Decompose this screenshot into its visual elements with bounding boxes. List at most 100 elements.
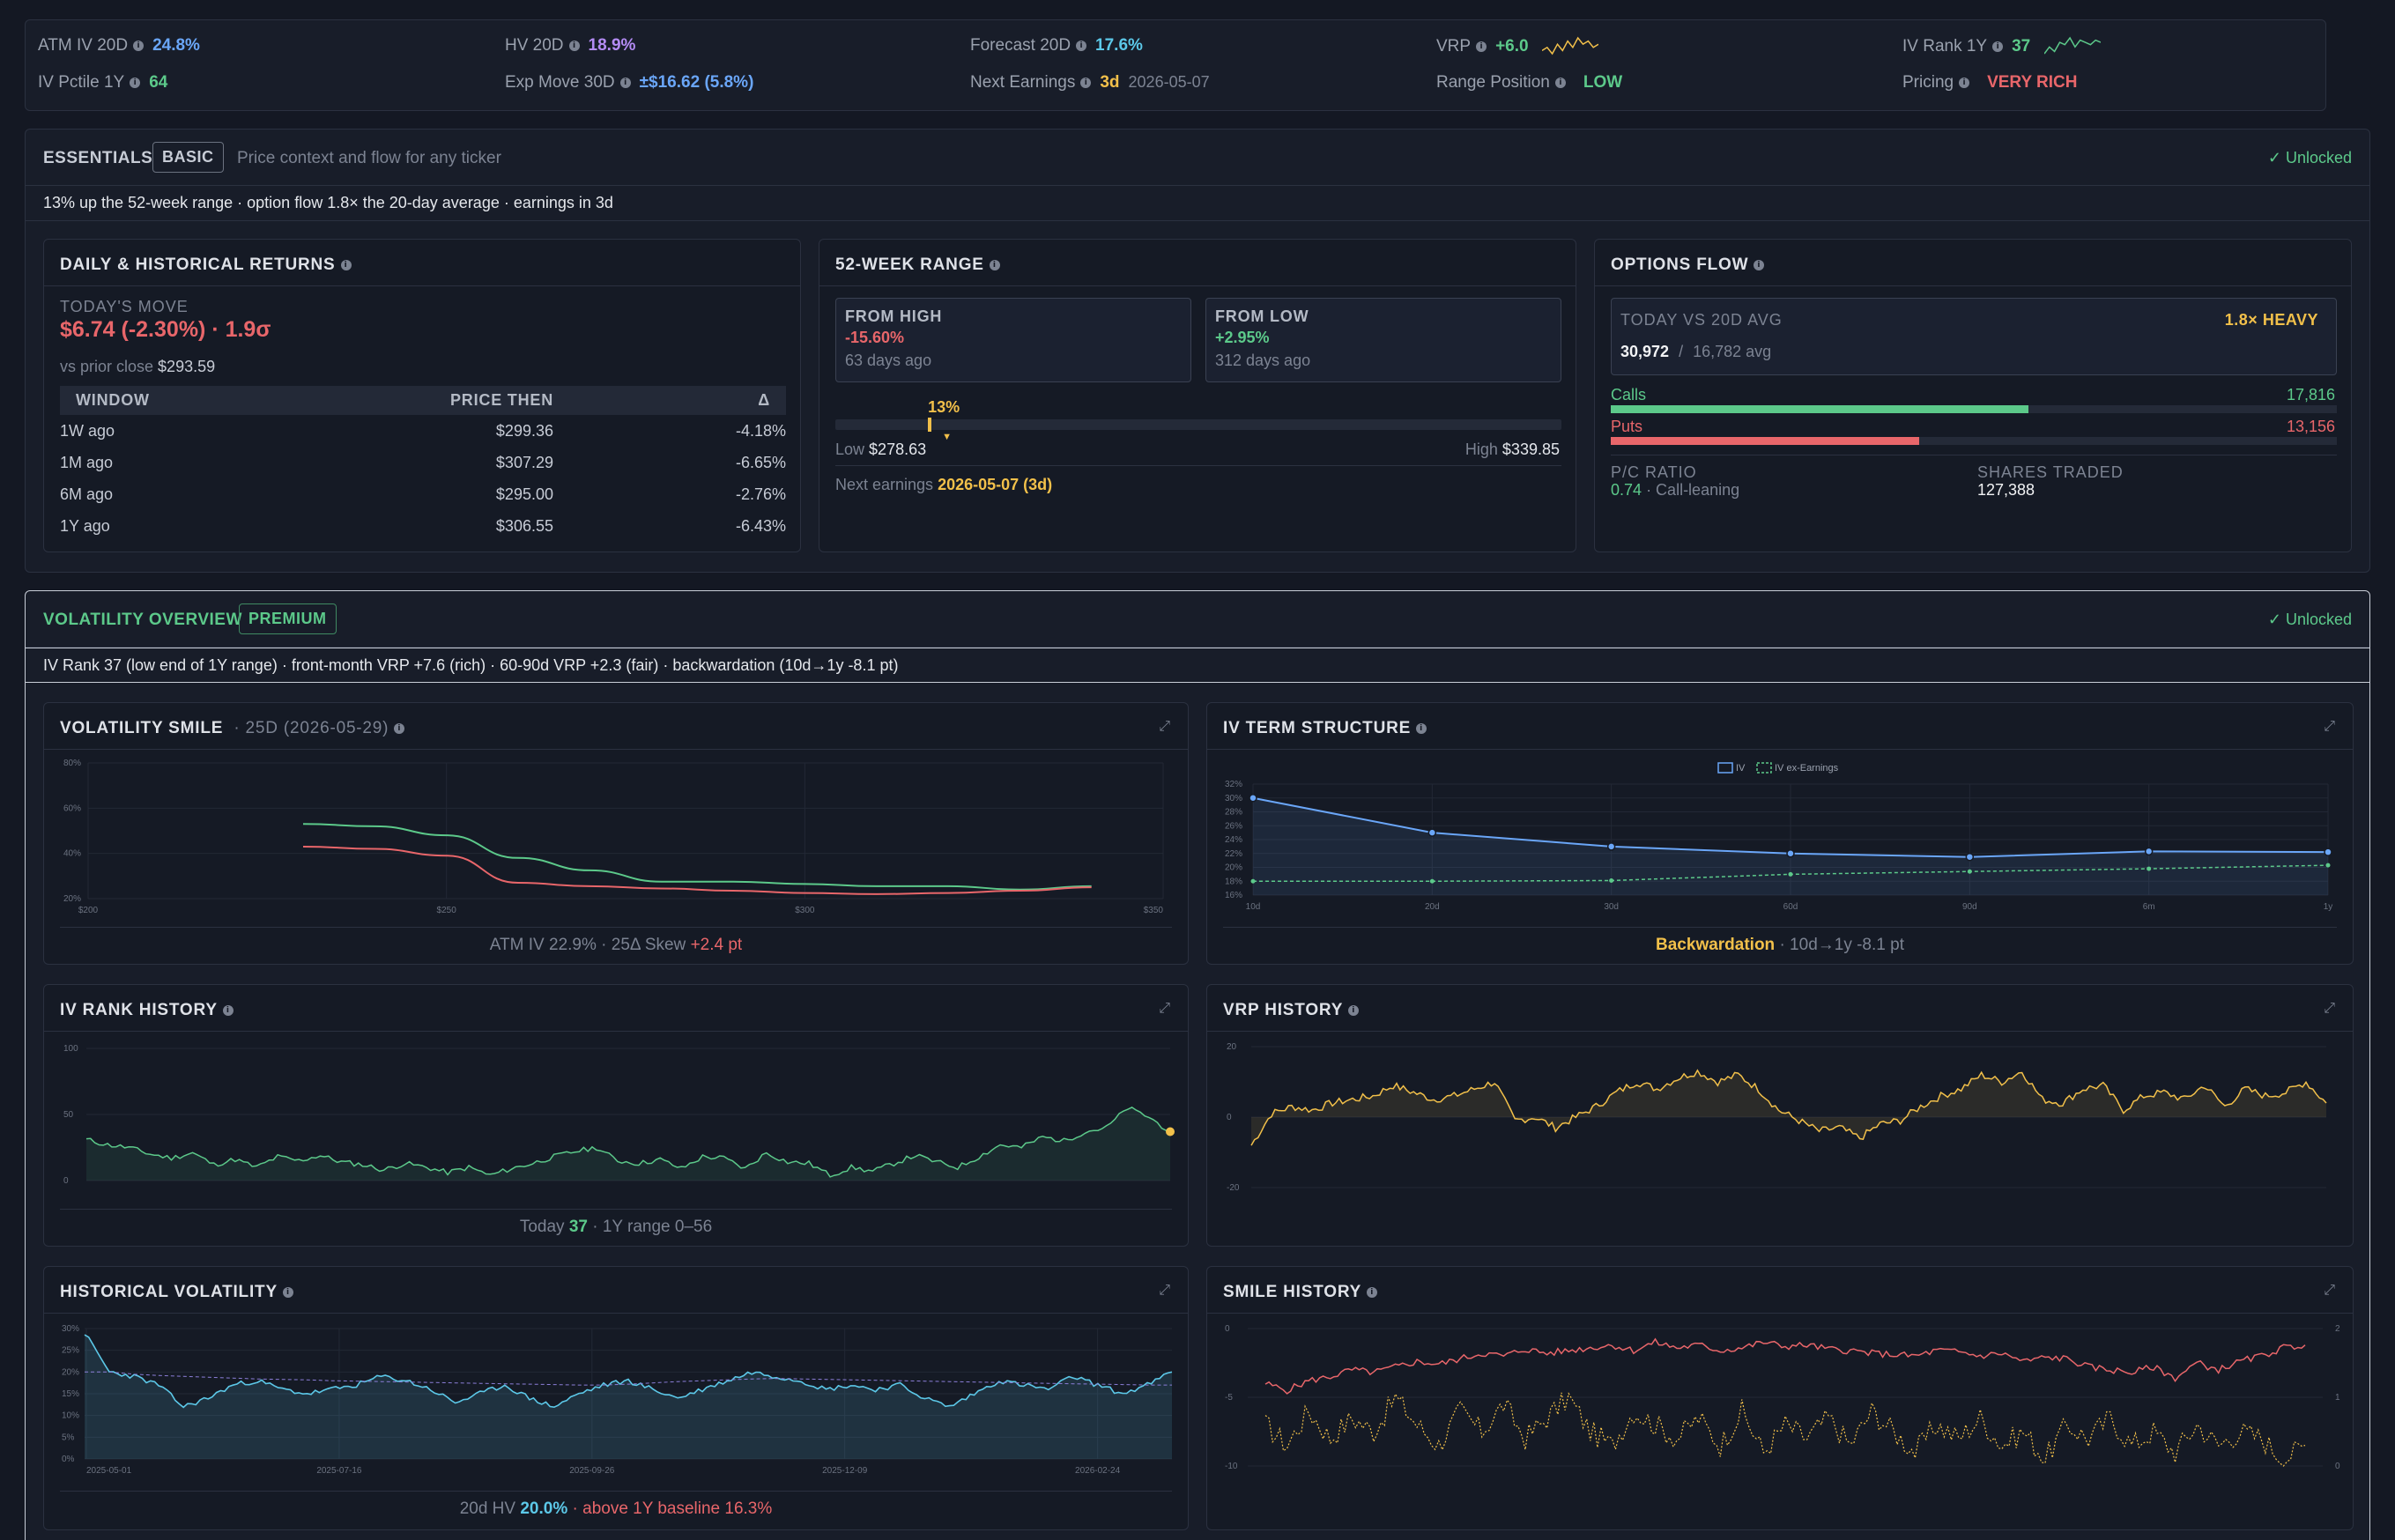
info-icon[interactable]: i bbox=[340, 259, 352, 270]
y-tick-label: 25% bbox=[62, 1346, 79, 1356]
y-tick-label: 16% bbox=[1225, 891, 1242, 900]
info-icon[interactable]: i bbox=[1992, 41, 2004, 52]
y-tick-label: 0 bbox=[1227, 1113, 1232, 1122]
stat-forecast: Forecast 20D i 17.6% bbox=[970, 36, 1143, 55]
expand-icon[interactable]: ⤢ bbox=[1159, 1283, 1170, 1298]
range-low: Low $278.63 bbox=[835, 441, 927, 458]
x-tick-label: 2025-09-26 bbox=[569, 1466, 615, 1476]
expand-icon[interactable]: ⤢ bbox=[2324, 1001, 2335, 1016]
smile-chart: 20% 40% 60% 80% $200 $250 $300 $350 bbox=[63, 759, 1164, 915]
x-tick-label: 90d bbox=[1962, 902, 1977, 912]
iv-point bbox=[1427, 828, 1437, 837]
stat-pricing: Pricing i VERY RICH bbox=[1902, 73, 2078, 92]
iv-rank-chart: 0 50 100 bbox=[63, 1044, 1175, 1186]
vrp-line bbox=[1250, 1069, 2327, 1146]
iv-rank-area bbox=[86, 1107, 1170, 1181]
info-icon[interactable]: i bbox=[1080, 77, 1092, 88]
stats-strip: ATM IV 20D i 24.8% IV Pctile 1Y i 64 HV 20D i… bbox=[25, 19, 2326, 111]
info-icon[interactable]: i bbox=[130, 77, 141, 88]
section-title: ESSENTIALS bbox=[43, 149, 153, 167]
iv-rank-history-card: IV RANK HISTORY i ⤢ 0 50 100 Today 37 · 1Y … bbox=[43, 984, 1189, 1247]
essentials-section: ESSENTIALS BASIC Price context and flow … bbox=[25, 129, 2370, 573]
y-tick-label: -20 bbox=[1227, 1183, 1240, 1193]
pc-ratio-label: P/C RATIO bbox=[1611, 463, 1697, 481]
hv-line bbox=[84, 1334, 1173, 1409]
info-icon[interactable]: i bbox=[282, 1286, 293, 1298]
shares-traded-value: 127,388 bbox=[1977, 481, 2035, 499]
card-title: VOLATILITY SMILE · 25D (2026-05-29) i bbox=[60, 719, 405, 738]
info-icon[interactable]: i bbox=[1416, 722, 1427, 734]
expand-icon[interactable]: ⤢ bbox=[1159, 719, 1170, 734]
pc-ratio: 0.74 · Call-leaning bbox=[1611, 481, 1740, 499]
expand-icon[interactable]: ⤢ bbox=[1159, 1001, 1170, 1016]
legend-ivex-label: IV ex-Earnings bbox=[1775, 763, 1839, 774]
x-tick-label: $250 bbox=[437, 906, 457, 915]
col-delta: Δ bbox=[701, 386, 786, 415]
info-icon[interactable]: i bbox=[989, 259, 1000, 270]
iv-point bbox=[2144, 847, 2154, 856]
info-icon[interactable]: i bbox=[1476, 41, 1487, 52]
unlocked-status: ✓ Unlocked bbox=[2267, 611, 2352, 628]
stat-hv: HV 20D i 18.9% bbox=[505, 36, 636, 55]
vrp-sparkline bbox=[1541, 36, 1598, 56]
historical-volatility-card: HISTORICAL VOLATILITY i ⤢ 0% 5% 10% 15% 20% 25… bbox=[43, 1266, 1189, 1530]
puts-label: Puts bbox=[1611, 418, 1643, 435]
x-tick-label: $350 bbox=[1144, 906, 1164, 915]
y-tick-label: -10 bbox=[1225, 1462, 1238, 1471]
iv-point bbox=[1249, 794, 1257, 803]
info-icon[interactable]: i bbox=[1348, 1004, 1360, 1016]
section-title: VOLATILITY OVERVIEW bbox=[43, 611, 242, 629]
iv-rank-sparkline bbox=[2043, 36, 2101, 55]
iv-ex-point bbox=[1967, 869, 1972, 874]
iv-ex-point bbox=[1788, 871, 1793, 877]
info-icon[interactable]: i bbox=[568, 40, 580, 51]
card-title: OPTIONS FLOW i bbox=[1611, 255, 1765, 275]
y-tick-label: 0% bbox=[62, 1455, 75, 1464]
col-price-then: PRICE THEN bbox=[241, 386, 701, 415]
flow-volume: 30,972 / 16,782 avg bbox=[1620, 343, 1772, 360]
stat-atm-iv: ATM IV 20D i 24.8% bbox=[38, 36, 200, 55]
x-tick-label: $200 bbox=[78, 906, 99, 915]
info-icon[interactable]: i bbox=[1076, 40, 1087, 51]
info-icon[interactable]: i bbox=[619, 77, 631, 88]
info-icon[interactable]: i bbox=[1754, 259, 1765, 270]
y-tick-label: 50 bbox=[63, 1110, 74, 1120]
stat-next-earnings: Next Earnings i 3d 2026-05-07 bbox=[970, 73, 1210, 92]
smile-footer: ATM IV 22.9% · 25Δ Skew +2.4 pt bbox=[489, 936, 743, 954]
todays-move-label: TODAY'S MOVE bbox=[60, 298, 189, 315]
x-tick-label: 2025-07-16 bbox=[316, 1466, 362, 1476]
info-icon[interactable]: i bbox=[133, 40, 145, 51]
iv-ex-point bbox=[1250, 878, 1256, 884]
stat-iv-rank: IV Rank 1Y i 37 bbox=[1902, 36, 2101, 57]
legend-iv-swatch bbox=[1717, 762, 1733, 774]
info-icon[interactable]: i bbox=[222, 1004, 234, 1016]
y-tick-label: 20% bbox=[62, 1367, 79, 1377]
returns-table: WINDOW PRICE THEN Δ 1W ago $299.36 -4.18… bbox=[60, 386, 786, 542]
expand-icon[interactable]: ⤢ bbox=[2324, 1283, 2335, 1298]
expand-icon[interactable]: ⤢ bbox=[2324, 719, 2335, 734]
y-tick-label: 28% bbox=[1225, 808, 1242, 818]
from-high-box: FROM HIGH -15.60% 63 days ago bbox=[835, 298, 1191, 382]
info-icon[interactable]: i bbox=[394, 722, 405, 734]
x-tick-label: 30d bbox=[1604, 902, 1619, 912]
stat-vrp: VRP i +6.0 bbox=[1436, 36, 1598, 57]
y-tick-label: 20 bbox=[1227, 1042, 1237, 1052]
info-icon[interactable]: i bbox=[1959, 77, 1970, 88]
volatility-smile-card: VOLATILITY SMILE · 25D (2026-05-29) i ⤢ 2… bbox=[43, 702, 1189, 965]
y2-tick-label: 0 bbox=[2335, 1462, 2340, 1471]
info-icon[interactable]: i bbox=[1367, 1286, 1378, 1298]
options-flow-card: OPTIONS FLOW i TODAY VS 20D AVG 1.8× HEAV… bbox=[1594, 239, 2352, 552]
card-title: 52-WEEK RANGE i bbox=[835, 255, 1000, 275]
hv-chart: 0% 5% 10% 15% 20% 25% 30% 2025-05-01 2025-07-16 2… bbox=[62, 1324, 1173, 1476]
y-tick-label: 0 bbox=[63, 1176, 69, 1186]
info-icon[interactable]: i bbox=[1554, 77, 1566, 88]
stat-iv-pctile: IV Pctile 1Y i 64 bbox=[38, 73, 168, 92]
iv-point bbox=[1786, 849, 1795, 858]
card-title: SMILE HISTORY i bbox=[1223, 1283, 1378, 1302]
range-caret-icon: ▼ bbox=[942, 432, 952, 442]
y2-tick-label: 2 bbox=[2335, 1324, 2340, 1334]
iv-point bbox=[2324, 848, 2332, 856]
stat-exp-move: Exp Move 30D i ±$16.62 (5.8%) bbox=[505, 73, 754, 92]
from-low-box: FROM LOW +2.95% 312 days ago bbox=[1205, 298, 1561, 382]
smile-series-line bbox=[302, 845, 1092, 895]
